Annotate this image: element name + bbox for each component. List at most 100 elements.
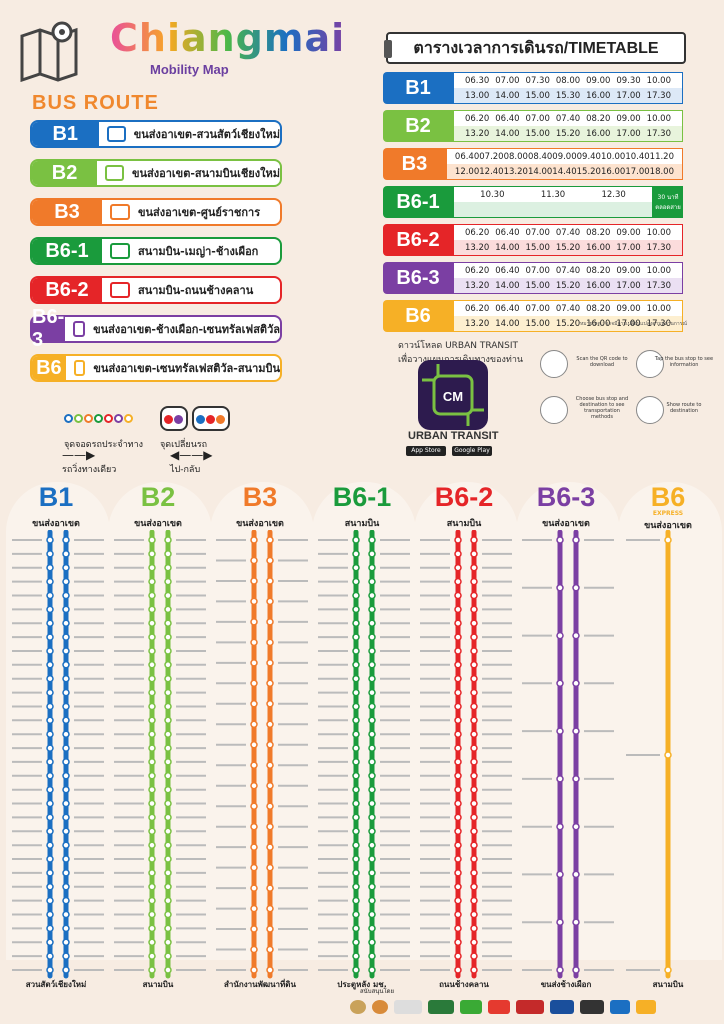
timetable-title: ตารางเวลาการเดินรถ/TIMETABLE [384,32,686,64]
timetable-row-b6-2: B6-2 06.20 06.40 07.00 07.40 08.20 09.00 10.00… [383,224,683,256]
time: 17.30 [646,90,671,101]
time: 13.20 [464,128,490,139]
time: 08.00 [503,151,528,162]
frequency-note: 30 นาที ตลอดสาย [653,186,683,218]
time: 06.20 [464,265,490,276]
time: 14.40 [552,166,577,177]
time: 08.20 [586,227,611,238]
line-track [216,530,308,979]
legend-transfer: จุดเปลี่ยนรถ [160,406,230,451]
time: 16.00 [586,90,611,101]
timetable-code: B1 [383,72,453,104]
time: 07.40 [555,113,581,124]
route-code: B6 [32,356,66,380]
timetable-row-b2: B2 06.20 06.40 07.00 07.40 08.20 09.00 10.00 13… [383,110,683,142]
route-item-b6-3[interactable]: B6-3 ขนส่งอาเขต-ช้างเผือก-เซนทรัลเฟสติวั… [30,306,282,351]
line-code: B6-3 [536,482,596,512]
line-start: ขนส่งอาเขต [134,519,182,529]
time: 09.00 [552,151,577,162]
line-panel-b1: B1 ขนส่งอาเขต สวนสัตว์เชียงใหม่ [6,482,110,989]
route-item-b6-2[interactable]: B6-2 สนามบิน-ถนนช้างคลาน [30,276,282,304]
time: 10.00 [646,113,671,124]
line-end: สำนักงานพัฒนาที่ดิน [224,980,296,989]
time: 17.00 [625,166,650,177]
time: 11.20 [649,151,674,162]
bus-icon [73,321,86,337]
time: 07.20 [479,151,504,162]
step-2-icon [636,350,664,378]
legend-stop: จุดจอดรถประจำทาง [64,408,143,451]
line-track [12,530,104,979]
route-item-b6-1[interactable]: B6-1 สนามบิน-เมญ่า-ช้างเผือก [30,237,282,265]
route-item-b6[interactable]: B6 ขนส่งอาเขต-เซนทรัลเฟสติวัล-สนามบิน [30,354,282,382]
route-code: B6-2 [32,278,102,302]
line-start: สนามบิน [344,519,380,529]
line-start: ขนส่งอาเขต [236,519,284,529]
time: 06.40 [495,113,520,124]
line-code: B6 [650,482,686,512]
time: 15.30 [555,90,581,101]
line-panel-b6: B6 EXPRESS ขนส่งอาเขต สนามบิน [618,482,722,989]
time: 13.20 [464,280,490,291]
route-name: ขนส่งอาเขต-ช้างเผือก-เซนทรัลเฟสติวัล [93,323,280,336]
timetable-note: หมายเหตุ : อาจมีการเปลี่ยนแปลงตามสถานการ… [580,321,688,327]
route-code: B2 [32,161,98,185]
time: 08.40 [527,151,553,162]
time: 08.20 [586,303,611,314]
route-name: ขนส่งอาเขต-สวนสัตว์เชียงใหม่ [133,128,280,141]
time: 16.00 [586,318,611,329]
line-code: B1 [38,482,74,512]
route-code: B1 [32,122,99,146]
route-item-b1[interactable]: B1 ขนส่งอาเขต-สวนสัตว์เชียงใหม่ [30,120,282,148]
bus-icon [110,243,130,259]
sponsors-label: สนับสนุนโดย [360,988,395,995]
route-code: B6-3 [32,306,66,351]
line-end: ขนส่งช้างเผือก [540,980,592,989]
time: 07.00 [525,303,550,314]
time: 14.00 [527,166,553,177]
route-item-b2[interactable]: B2 ขนส่งอาเขต-สนามบินเชียงใหม่ [30,159,282,187]
line-start: ขนส่งอาเขต [542,519,590,529]
brand-title: Chiangmai [110,16,346,60]
brand-subtitle: Mobility Map [150,62,229,77]
timetable-code: B6 [383,300,453,332]
time: 14.00 [495,128,520,139]
time: 15.00 [525,242,550,253]
time: 13.20 [464,242,490,253]
time: 12.00 [454,166,480,177]
app-store-button[interactable]: App Store [406,446,446,456]
time: 14.00 [495,318,520,329]
timetable-row-b3: B3 06.40 07.20 08.00 08.40 09.00 09.40 10.00 10… [383,148,683,180]
step-3-icon [540,396,568,424]
time: 16.00 [586,128,611,139]
line-panel-b6-2: B6-2 สนามบิน ถนนช้างคลาน [414,482,518,989]
route-item-b3[interactable]: B3 ขนส่งอาเขต-ศูนย์ราชการ [30,198,282,226]
time: 07.00 [525,265,550,276]
time: 06.20 [464,303,490,314]
map-icon [18,18,82,83]
time: 15.20 [555,128,581,139]
line-track [626,530,672,979]
step-4-text: Show route to destination [666,402,702,414]
bus-icon [105,165,125,181]
time: 12.40 [479,166,504,177]
app-name: URBAN TRANSIT [408,430,499,442]
bus-icon [73,360,86,376]
line-panel-b6-1: B6-1 สนามบิน ประตูหลัง มช. [312,482,416,989]
time: 09.30 [616,75,641,86]
legend-roundtrip: ◀——▶ ไป-กลับ [170,448,213,475]
time: 17.00 [616,280,641,291]
time: 16.00 [600,166,626,177]
route-name: ขนส่งอาเขต-สนามบินเชียงใหม่ [132,167,280,180]
time: 15.20 [555,280,581,291]
timetable-row-b6-1: B6-1 10.30 11.30 12.30 30 นาที ตลอดสาย [383,186,683,218]
line-end: ประตูหลัง มช. [337,980,387,989]
google-play-button[interactable]: Google Play [452,446,492,456]
line-track [420,530,512,979]
time: 07.40 [555,227,581,238]
time: 06.40 [495,265,520,276]
time: 09.00 [616,113,641,124]
route-name: ขนส่งอาเขต-ศูนย์ราชการ [138,206,261,219]
time: 12.30 [601,189,626,200]
time: 06.40 [454,151,480,162]
